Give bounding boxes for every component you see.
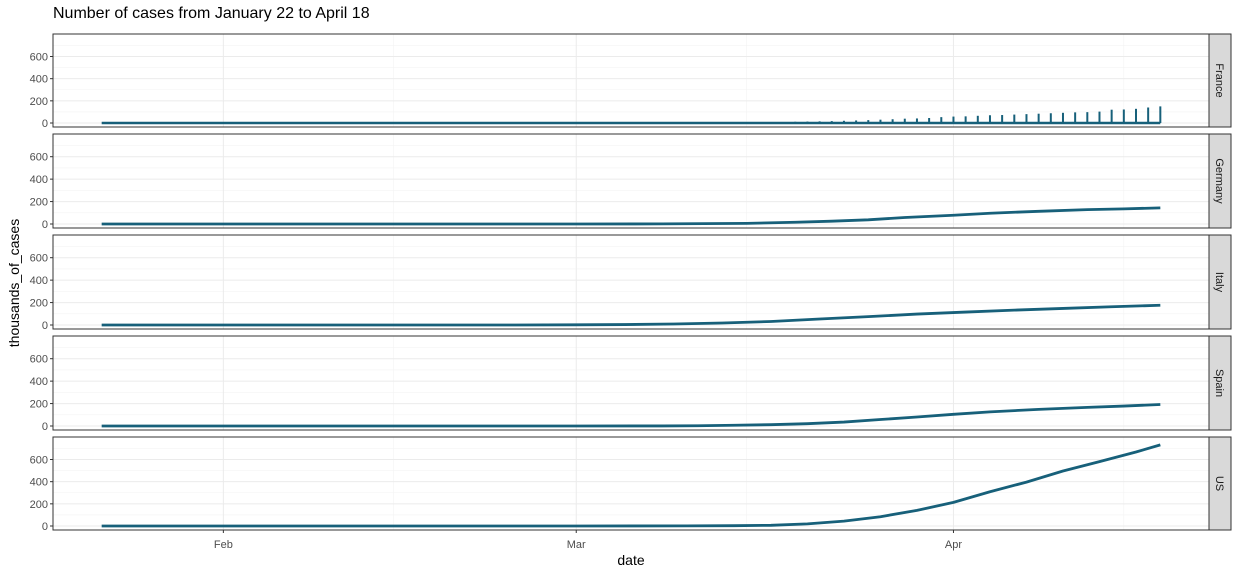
facet-strip [1208,436,1232,531]
panel-border [52,234,1210,330]
y-tick-label: 0 [42,219,48,231]
facet-strip [1208,335,1232,431]
facet-label-us: US [1213,476,1225,491]
y-tick-label: 0 [42,320,48,332]
y-tick-label: 0 [42,421,48,433]
facet-label-italy: Italy [1213,272,1225,293]
facet-label-germany: Germany [1213,158,1225,204]
y-tick-label: 600 [30,455,48,467]
y-tick-label: 400 [30,74,48,86]
facet-strip [1208,133,1232,229]
y-tick-label: 400 [30,174,48,186]
y-tick-label: 200 [30,298,48,310]
y-tick-label: 200 [30,197,48,209]
y-tick-label: 200 [30,499,48,511]
facet-label-spain: Spain [1213,369,1225,397]
x-tick-label: Feb [214,539,233,551]
facet-strip [1208,33,1232,128]
y-tick-label: 600 [30,253,48,265]
y-tick-label: 400 [30,477,48,489]
panel-border [52,133,1210,229]
series-line-us [101,443,1161,528]
facet-label-france: France [1213,63,1225,97]
facet-strip [1208,234,1232,330]
y-tick-label: 600 [30,152,48,164]
panel-border [52,335,1210,431]
series-line-germany [101,206,1161,226]
series-line-italy [101,303,1161,327]
panel-border [52,436,1210,531]
y-tick-label: 400 [30,275,48,287]
x-axis-title: date [617,552,644,568]
y-tick-label: 200 [30,399,48,411]
y-tick-label: 600 [30,354,48,366]
y-tick-label: 0 [42,521,48,533]
y-tick-label: 0 [42,118,48,130]
series-line-spain [101,403,1161,428]
panel-border [52,33,1210,128]
y-tick-label: 200 [30,96,48,108]
x-tick-label: Mar [567,539,586,551]
y-tick-label: 400 [30,376,48,388]
y-axis-title: thousands_of_cases [6,219,22,347]
chart-title: Number of cases from January 22 to April… [53,5,370,22]
y-tick-label: 600 [30,52,48,64]
x-tick-label: Apr [945,539,962,551]
